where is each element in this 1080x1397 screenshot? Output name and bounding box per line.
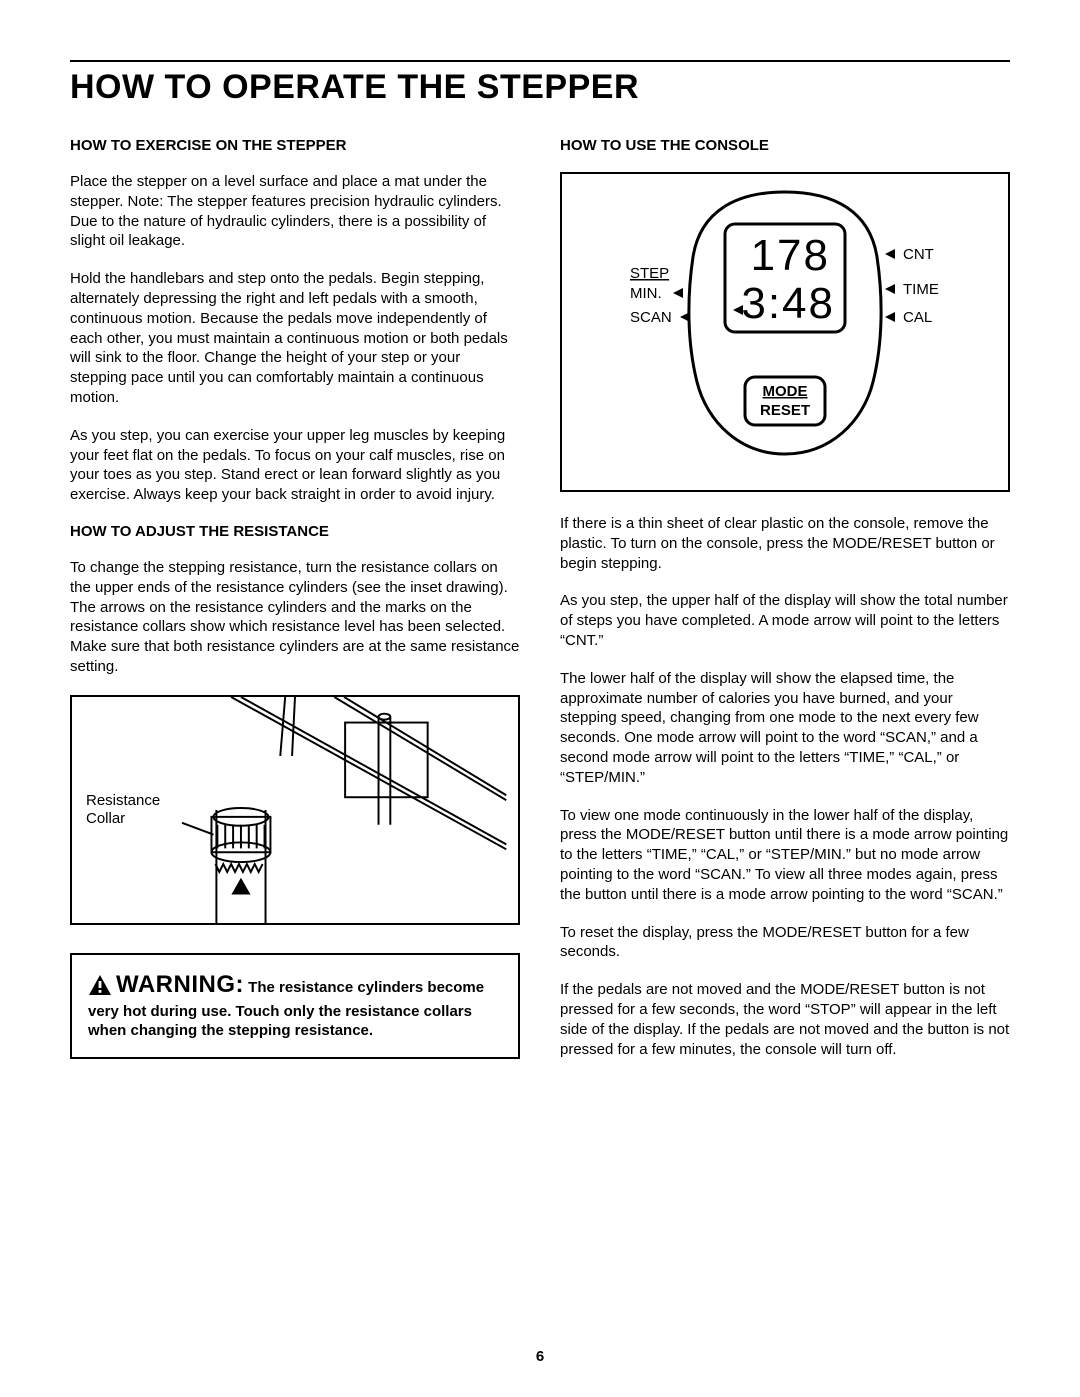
- label-time: TIME: [903, 281, 939, 298]
- paragraph: Place the stepper on a level surface and…: [70, 172, 520, 251]
- figure-label-resistance-collar: Resistance Collar: [86, 792, 160, 828]
- paragraph: As you step, the upper half of the displ…: [560, 591, 1010, 650]
- page-title: HOW TO OPERATE THE STEPPER: [70, 60, 1010, 107]
- display-top-value: 178: [751, 231, 830, 280]
- arrow-left-icon: [885, 312, 895, 322]
- button-label-mode: MODE: [763, 383, 808, 400]
- right-column: HOW TO USE THE CONSOLE 178 3:48 STEP MIN…: [560, 137, 1010, 1077]
- paragraph: If the pedals are not moved and the MODE…: [560, 980, 1010, 1059]
- two-column-layout: HOW TO EXERCISE ON THE STEPPER Place the…: [70, 137, 1010, 1077]
- heading-resistance: HOW TO ADJUST THE RESISTANCE: [70, 523, 520, 540]
- label-cal: CAL: [903, 309, 932, 326]
- label-scan: SCAN: [630, 309, 672, 326]
- arrow-left-icon: [885, 284, 895, 294]
- button-label-reset: RESET: [760, 402, 810, 419]
- label-step: STEP: [630, 265, 669, 282]
- warning-box: WARNING: The resistance cylinders become…: [70, 953, 520, 1059]
- paragraph: If there is a thin sheet of clear plasti…: [560, 514, 1010, 573]
- console-illustration: 178 3:48 STEP MIN. SCAN CNT: [575, 182, 995, 482]
- arrow-left-icon: [885, 249, 895, 259]
- paragraph: The lower half of the display will show …: [560, 669, 1010, 788]
- arrow-right-icon: [673, 288, 683, 298]
- heading-exercise: HOW TO EXERCISE ON THE STEPPER: [70, 137, 520, 154]
- paragraph: As you step, you can exercise your upper…: [70, 426, 520, 505]
- left-column: HOW TO EXERCISE ON THE STEPPER Place the…: [70, 137, 520, 1077]
- page-number: 6: [0, 1348, 1080, 1365]
- warning-word: WARNING:: [116, 971, 244, 998]
- figure-resistance-collar: Resistance Collar: [70, 695, 520, 925]
- label-cnt: CNT: [903, 246, 934, 263]
- warning-icon: [88, 974, 112, 1002]
- paragraph: To view one mode continuously in the low…: [560, 806, 1010, 905]
- paragraph: To change the stepping resistance, turn …: [70, 558, 520, 677]
- label-min: MIN.: [630, 285, 662, 302]
- paragraph: Hold the handlebars and step onto the pe…: [70, 269, 520, 408]
- heading-console: HOW TO USE THE CONSOLE: [560, 137, 1010, 154]
- paragraph: To reset the display, press the MODE/RES…: [560, 923, 1010, 963]
- figure-console: 178 3:48 STEP MIN. SCAN CNT: [560, 172, 1010, 492]
- arrow-right-icon: [680, 312, 690, 322]
- display-bottom-value: 3:48: [741, 279, 835, 328]
